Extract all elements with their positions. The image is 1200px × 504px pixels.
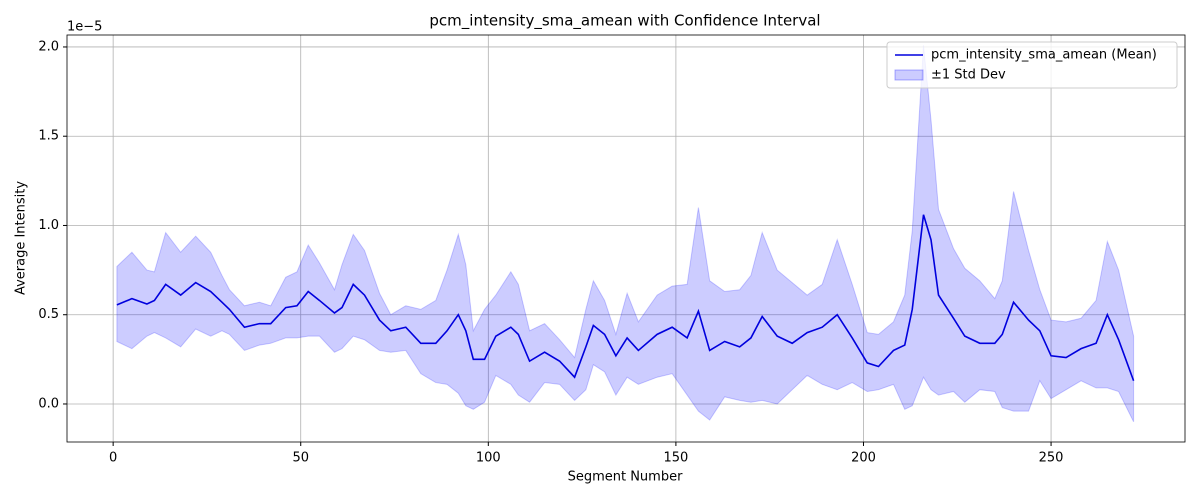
y-tick-label: 0.5 [38,307,59,322]
legend: pcm_intensity_sma_amean (Mean) ±1 Std Dev [886,41,1178,89]
y-axis-label: Average Intensity [14,181,29,295]
x-tick-label: 50 [292,451,309,466]
y-tick-label: 2.0 [38,39,59,54]
chart-title: pcm_intensity_sma_amean with Confidence … [429,12,820,31]
x-tick-label: 250 [1039,451,1064,466]
legend-box [886,41,1178,89]
y-offset-label: 1e−5 [67,20,102,35]
x-tick-label: 0 [109,451,117,466]
mean-line [116,214,1135,382]
x-axis-label: Segment Number [568,470,684,485]
x-tick-label: 200 [851,451,876,466]
std-band [116,45,1135,423]
y-tick-label: 1.5 [38,129,59,144]
legend-label: pcm_intensity_sma_amean (Mean) [931,48,1157,63]
plot-frame [66,34,1186,443]
legend-label: ±1 Std Dev [931,68,1006,83]
y-tick-label: 1.0 [38,218,59,233]
y-tick-label: 0.0 [38,396,59,411]
x-tick-label: 100 [476,451,501,466]
x-tick-label: 150 [663,451,688,466]
legend-swatch [894,69,924,81]
